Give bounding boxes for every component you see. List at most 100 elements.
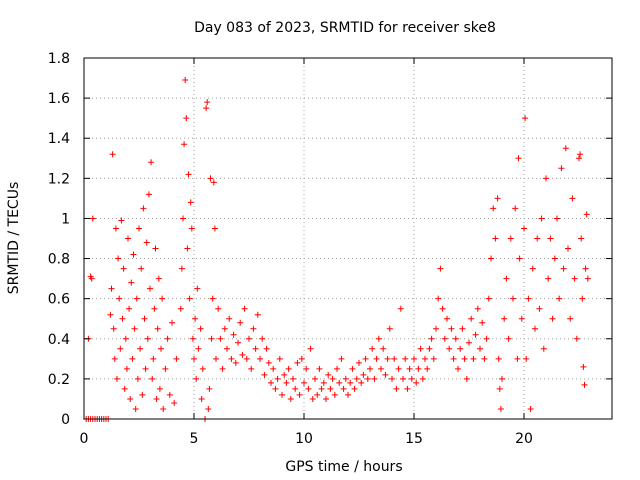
y-tick-label: 0.2 bbox=[48, 372, 70, 388]
data-point bbox=[452, 335, 459, 342]
data-point bbox=[488, 255, 494, 262]
data-point bbox=[382, 371, 389, 378]
data-point bbox=[384, 355, 391, 362]
data-point bbox=[265, 359, 272, 366]
data-point bbox=[545, 275, 552, 282]
data-point bbox=[375, 335, 382, 342]
data-point bbox=[435, 295, 442, 302]
data-point bbox=[125, 235, 131, 242]
data-point bbox=[523, 355, 530, 362]
data-point bbox=[551, 255, 558, 262]
data-point bbox=[391, 355, 398, 362]
data-point bbox=[340, 385, 347, 392]
data-point bbox=[246, 335, 252, 342]
data-point bbox=[139, 391, 146, 398]
data-point bbox=[371, 375, 378, 382]
data-point bbox=[334, 365, 340, 372]
data-point bbox=[159, 295, 166, 302]
data-point bbox=[126, 305, 133, 312]
data-point bbox=[369, 345, 376, 352]
data-point bbox=[210, 179, 217, 186]
data-point bbox=[89, 215, 96, 222]
data-point bbox=[173, 355, 180, 362]
data-point bbox=[138, 265, 145, 272]
data-point bbox=[194, 285, 201, 292]
data-point bbox=[197, 325, 204, 332]
data-point bbox=[437, 265, 444, 272]
data-point bbox=[204, 99, 211, 106]
data-point bbox=[143, 239, 150, 246]
data-point bbox=[402, 355, 409, 362]
x-tick-label: 0 bbox=[80, 431, 89, 447]
data-point bbox=[459, 325, 466, 332]
data-point bbox=[164, 335, 171, 342]
data-point bbox=[248, 365, 255, 372]
data-point bbox=[232, 359, 239, 366]
data-point bbox=[107, 311, 114, 318]
data-point bbox=[408, 375, 415, 382]
x-tick-labels: 0 5 10 15 20 bbox=[80, 431, 533, 447]
x-tick-label: 15 bbox=[405, 431, 423, 447]
data-point bbox=[133, 295, 140, 302]
data-point bbox=[433, 325, 439, 332]
data-point bbox=[565, 245, 571, 252]
data-point bbox=[320, 379, 327, 386]
data-point bbox=[569, 195, 576, 202]
data-point bbox=[141, 315, 148, 322]
data-point bbox=[235, 339, 241, 346]
y-tick-label: 0 bbox=[61, 412, 70, 428]
data-point bbox=[556, 295, 563, 302]
data-point bbox=[193, 375, 200, 382]
data-point bbox=[549, 315, 556, 322]
data-point bbox=[583, 211, 590, 218]
data-point bbox=[490, 205, 497, 212]
data-point bbox=[466, 339, 472, 346]
data-point bbox=[505, 335, 512, 342]
data-point bbox=[415, 365, 422, 372]
data-point bbox=[119, 315, 126, 322]
data-point bbox=[581, 381, 588, 388]
data-point bbox=[118, 217, 125, 224]
data-point bbox=[208, 335, 215, 342]
data-point bbox=[199, 365, 206, 372]
y-tick-label: 1.4 bbox=[48, 131, 70, 147]
data-point bbox=[149, 375, 156, 382]
data-point bbox=[160, 405, 167, 412]
data-point bbox=[560, 265, 567, 272]
data-point bbox=[128, 279, 135, 286]
x-tick-label: 10 bbox=[295, 431, 313, 447]
data-point bbox=[110, 325, 117, 332]
y-tick-label: 1.2 bbox=[48, 171, 70, 187]
data-point bbox=[198, 395, 205, 402]
data-point bbox=[518, 315, 525, 322]
data-point bbox=[540, 345, 547, 352]
data-point bbox=[373, 355, 380, 362]
chart-title: Day 083 of 2023, SRMTID for receiver ske… bbox=[194, 20, 496, 36]
data-point bbox=[112, 225, 119, 232]
y-axis-label: SRMTID / TECUs bbox=[6, 182, 22, 295]
y-tick-label: 0.6 bbox=[48, 292, 70, 308]
data-point bbox=[428, 335, 435, 342]
data-point bbox=[393, 385, 400, 392]
data-point bbox=[211, 225, 218, 232]
data-point bbox=[364, 375, 371, 382]
data-point bbox=[389, 375, 395, 382]
data-point bbox=[259, 335, 266, 342]
data-point bbox=[477, 345, 483, 352]
data-point bbox=[142, 365, 149, 372]
data-point bbox=[529, 265, 536, 272]
data-point bbox=[457, 345, 464, 352]
data-point bbox=[362, 355, 369, 362]
data-point bbox=[307, 345, 314, 352]
data-point bbox=[114, 375, 120, 382]
data-point bbox=[186, 295, 193, 302]
data-point bbox=[283, 379, 290, 386]
data-point bbox=[209, 295, 216, 302]
data-point bbox=[510, 295, 516, 302]
data-point bbox=[522, 115, 529, 122]
data-point bbox=[347, 379, 354, 386]
data-point bbox=[230, 331, 237, 338]
data-point bbox=[543, 175, 549, 182]
data-point bbox=[439, 305, 446, 312]
